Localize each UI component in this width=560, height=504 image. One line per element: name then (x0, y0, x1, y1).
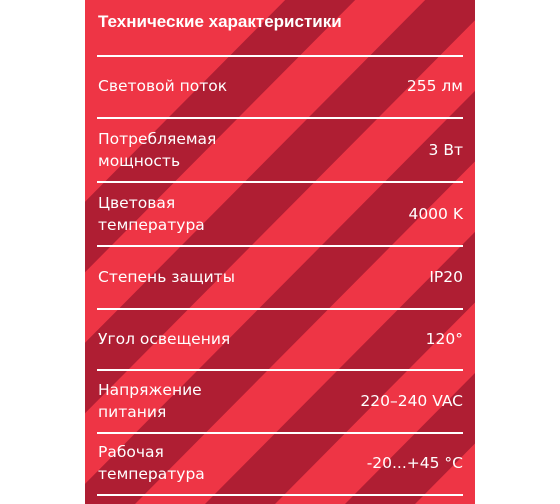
divider (97, 308, 463, 310)
spec-label: Степень защиты (98, 266, 235, 288)
divider (97, 369, 463, 371)
spec-label-line: Световой поток (98, 77, 228, 95)
diagonal-stripes-background (85, 0, 475, 504)
spec-value: -20...+45 °C (366, 454, 463, 472)
spec-value: IP20 (429, 268, 463, 286)
spec-label-line: питания (98, 403, 167, 421)
spec-row: Угол освещения 120° (85, 308, 475, 369)
spec-label: Потребляемая мощность (98, 128, 216, 172)
spec-label-line: Угол освещения (98, 329, 231, 348)
spec-row: Световой поток 255 лм (85, 55, 475, 117)
spec-label: Угол освещения (98, 328, 230, 350)
spec-value: 255 лм (406, 77, 463, 95)
spec-label-line: Напряжение (98, 381, 202, 399)
spec-label: Напряжение питания (98, 379, 202, 423)
spec-label-line: температура (98, 465, 205, 483)
spec-row: Напряжение питания 220–240 VAC (85, 370, 475, 432)
specs-table: Световой поток 255 лм Потребляемая мощность… (85, 0, 475, 504)
spec-label-line: мощность (98, 151, 181, 170)
stripe-3 (205, 231, 475, 504)
spec-label: Цветовая температура (98, 192, 205, 236)
spec-row: Степень защиты IP20 (85, 246, 475, 308)
divider (97, 55, 463, 57)
specs-panel: Технические характеристики Световой пото… (85, 0, 475, 504)
spec-label-line: Рабочая (98, 443, 164, 461)
divider (97, 494, 463, 496)
divider (97, 432, 463, 434)
spec-label-line: Степень защиты (98, 268, 235, 286)
stripe-4 (345, 373, 475, 504)
spec-row: Рабочая температура -20...+45 °C (85, 432, 475, 494)
spec-label-line: Потребляемая (98, 129, 217, 148)
spec-label-line: Цветовая (98, 193, 176, 212)
spec-label-line: температура (98, 215, 205, 234)
divider (97, 245, 463, 247)
divider (97, 181, 463, 183)
spec-value: 4000 K (408, 204, 463, 223)
spec-value: 3 Вт (428, 140, 463, 159)
spec-row: Цветовая температура 4000 K (85, 182, 475, 245)
stripe-0 (85, 0, 356, 273)
stripe-2 (85, 90, 475, 504)
spec-label: Световой поток (98, 75, 227, 97)
spec-row: Потребляемая мощность 3 Вт (85, 118, 475, 181)
spec-label: Рабочая температура (98, 441, 205, 485)
spec-value: 220–240 VAC (360, 392, 463, 410)
stripe-1 (85, 0, 475, 414)
divider (97, 117, 463, 119)
spec-value: 120° (425, 329, 463, 348)
specs-title: Технические характеристики (98, 12, 342, 31)
